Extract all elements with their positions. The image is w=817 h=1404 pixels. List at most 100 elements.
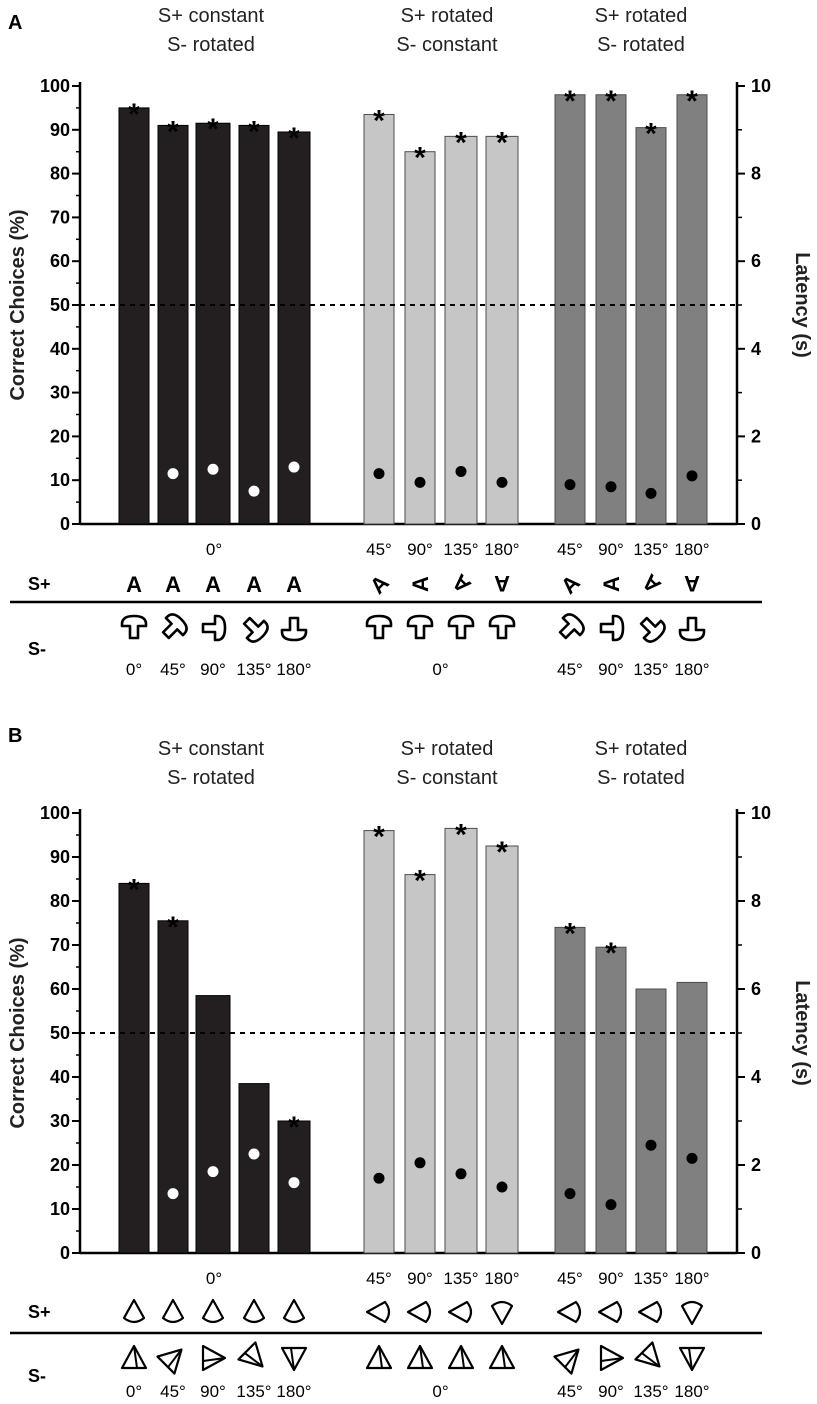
sminus-pyramid-shape [156,1348,183,1375]
angle-label-bottom: 90° [200,660,226,679]
group-title-line2: S- constant [396,767,498,789]
splus-cone-shape [365,1300,391,1324]
angle-label-top: 135° [443,540,478,559]
bar [363,113,395,525]
latency-dot [167,1188,179,1200]
group-title-line1: S+ rotated [401,738,494,760]
panel-a-chart: S+ constant S- rotated S+ rotated S- consta… [7,5,813,679]
sminus-pyramid-shape-edge [600,1357,624,1362]
angle-label-top: 90° [598,540,624,559]
sminus-pyramid-shape [634,1341,661,1368]
sminus-mushroom-shape-path [406,614,434,640]
sminus-pyramid-shape [237,1341,264,1368]
significance-star: * [564,85,576,118]
latency-dot [167,468,179,480]
splus-cone-shape-path [447,1300,473,1324]
splus-letter-a-text: A [246,572,262,597]
y-tick-label-left: 40 [50,339,70,359]
sminus-pyramid-shape-edge [501,1345,506,1369]
sminus-pyramid-shape-edge [460,1345,465,1369]
group-title-line2: S- rotated [597,767,685,789]
sminus-mushroom-shape [120,614,148,640]
sminus-mushroom-shape-path [120,614,148,640]
y-tick-label-right: 8 [751,164,761,184]
y-tick-label-left: 50 [50,1023,70,1043]
y-tick-label-left: 10 [50,470,70,490]
splus-letter-a-rotated-text: A [684,571,700,596]
splus-letter-a-rotated-text: A [447,569,476,598]
splus-letter-a-rotated-text: A [365,570,394,599]
splus-letter-a-rotated-text: A [408,576,433,592]
splus-letter-a-rotated: A [365,570,394,599]
sminus-pyramid-shape-outline [488,1344,516,1370]
y-tick-label-left: 20 [50,1155,70,1175]
bar [404,874,436,1254]
splus-letter-a: A [205,572,221,597]
splus-letter-a-rotated: A [637,569,666,598]
latency-dot [414,476,426,488]
y-tick-label-right: 2 [751,1155,761,1175]
significance-star: * [248,115,260,148]
bar [118,107,150,525]
splus-cone-shape [447,1300,473,1324]
sminus-mushroom-shape [365,614,393,640]
angle-label-bottom: 45° [557,1382,583,1401]
panel-b-chart: S+ constant S- rotated S+ rotated S- consta… [7,738,813,1401]
latency-dot [605,481,617,493]
sminus-pyramid-shape-edge [133,1345,138,1369]
sminus-mushroom-shape-path [599,614,625,642]
sminus-pyramid-shape-outline [156,1348,183,1375]
splus-cone-shape [637,1300,663,1324]
significance-star: * [496,836,508,869]
sminus-pyramid-shape-outline [599,1344,625,1372]
bar [238,1083,270,1254]
latency-dot [207,463,219,475]
group-title-line2: S- rotated [597,34,685,56]
sminus-pyramid-shape-edge [244,1352,264,1368]
splus-cone-shape [242,1298,266,1324]
significance-star: * [564,917,576,950]
sminus-mushroom-shape [161,613,188,640]
angle-label-top: 135° [443,1269,478,1288]
panel-letter-b: B [8,725,22,747]
angle-label-top: 45° [366,1269,392,1288]
angle-label-bottom: 135° [236,660,271,679]
bar [118,882,150,1254]
angle-label-bottom: 90° [200,1382,226,1401]
y-tick-label-left: 80 [50,164,70,184]
angle-label-top: 90° [407,1269,433,1288]
sminus-mushroom-shape-path [161,613,188,640]
latency-dot [605,1199,617,1211]
angle-label-bottom: 180° [276,1382,311,1401]
angle-label-top: 0° [206,1269,222,1288]
y-tick-label-left: 50 [50,295,70,315]
y-tick-label-right: 4 [751,1067,761,1087]
bar [635,127,667,525]
y-axis-title-left: Correct Choices (%) [7,937,29,1128]
bar [157,920,189,1254]
sminus-pyramid-shape [553,1348,580,1375]
y-tick-label-right: 0 [751,514,761,534]
splus-cone-shape [122,1298,146,1324]
splus-cone-shape [680,1300,704,1326]
sminus-mushroom-shape [242,616,269,643]
row-label-sminus: S- [28,639,46,659]
y-tick-label-left: 10 [50,1199,70,1219]
significance-star: * [128,98,140,131]
group-title-line1: S+ rotated [595,738,688,760]
significance-star: * [605,937,617,970]
significance-star: * [414,142,426,175]
sminus-mushroom-shape-path [201,614,227,642]
group-title-line1: S+ rotated [401,5,494,27]
bar [195,995,231,1254]
panel-letter-a: A [8,12,22,34]
y-tick-label-left: 30 [50,383,70,403]
sminus-pyramid-shape-edge [290,1347,295,1371]
splus-cone-shape-path [490,1300,514,1326]
angle-label-bottom: 45° [160,660,186,679]
splus-cone-shape-path [242,1298,266,1324]
sminus-pyramid-shape [201,1344,227,1372]
sminus-pyramid-shape [406,1344,434,1370]
sminus-pyramid-shape [678,1346,706,1372]
significance-star: * [496,126,508,159]
